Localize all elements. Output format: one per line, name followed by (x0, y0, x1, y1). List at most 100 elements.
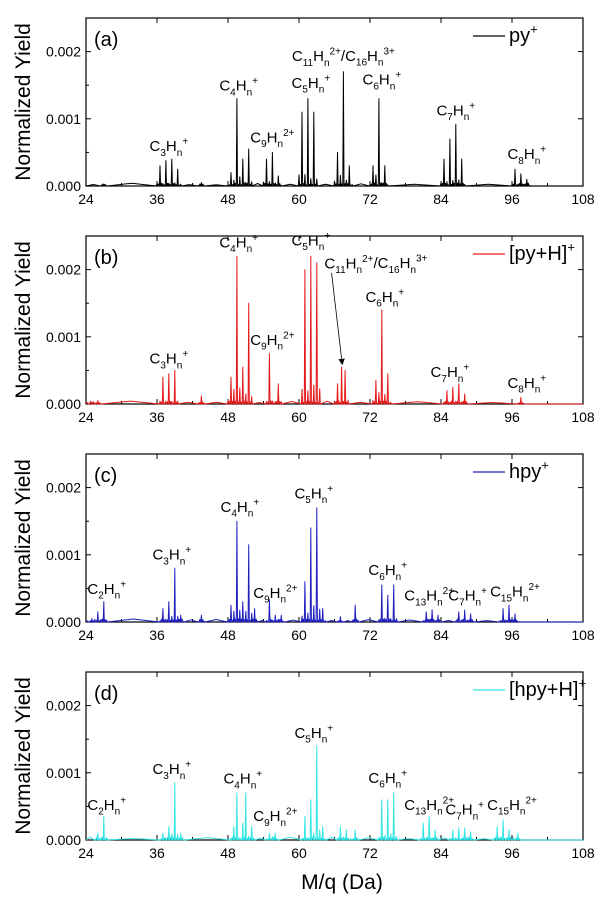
x-tick-label: 72 (362, 845, 378, 861)
peak-annotation: C6Hn+ (365, 287, 404, 309)
legend-label: [hpy+H]+ (509, 676, 586, 701)
peak-annotation: C5Hn+ (292, 231, 331, 253)
peak-annotation: C7Hn+ (431, 363, 470, 385)
spectrum-trace (85, 507, 583, 623)
peak-annotation: C4Hn+ (219, 76, 258, 98)
y-tick-label: 0.002 (46, 698, 81, 714)
y-tick-label: 0.000 (46, 178, 81, 194)
x-axis-title: M/q (Da) (301, 871, 383, 894)
spectrum-trace (85, 255, 583, 405)
spectrum-panel: 24 36 48 60 72 84 96 108 0.000 0.001 0.002 Normaliz… (12, 671, 595, 861)
x-tick-label: 24 (78, 191, 94, 207)
peak-annotation: C3Hn+ (152, 545, 191, 567)
x-tick-label: 108 (571, 409, 595, 425)
peak-annotation: C3Hn+ (150, 349, 189, 371)
x-tick-label: 48 (220, 409, 236, 425)
peak-annotation: C9Hn2+ (250, 330, 294, 352)
x-tick-label: 72 (362, 627, 378, 643)
peak-annotation: C11Hn2+/C16Hn3+ (292, 46, 395, 68)
x-tick-label: 60 (291, 627, 307, 643)
legend-label: [py+H]+ (509, 240, 575, 265)
spectrum-panel: 24 36 48 60 72 84 96 108 0.000 0.001 0.002 Normaliz… (12, 17, 595, 207)
peak-annotation: C6Hn+ (368, 768, 407, 790)
x-tick-label: 36 (149, 845, 165, 861)
x-tick-label: 72 (362, 191, 378, 207)
x-tick-label: 48 (220, 627, 236, 643)
peak-annotation: C7Hn+ (448, 586, 487, 608)
panel-label: (a) (94, 29, 118, 51)
x-tick-label: 60 (291, 845, 307, 861)
y-tick-label: 0.001 (46, 765, 81, 781)
peak-annotation: C6Hn+ (363, 70, 402, 92)
x-tick-label: 96 (504, 409, 520, 425)
x-tick-label: 108 (571, 845, 595, 861)
annotation-arrow (331, 272, 345, 366)
y-tick-label: 0.001 (46, 329, 81, 345)
peak-annotation: C8Hn+ (507, 373, 546, 395)
peak-annotation: C4Hn+ (219, 233, 258, 255)
y-axis-title: Normalized Yield (12, 241, 35, 399)
y-axis-title: Normalized Yield (12, 677, 35, 835)
peak-annotation: C13Hn2+ (404, 795, 454, 817)
y-tick-label: 0.001 (46, 547, 81, 563)
y-tick-label: 0.002 (46, 44, 81, 60)
x-tick-label: 48 (220, 845, 236, 861)
peak-annotation: C11Hn2+/C16Hn3+ (324, 254, 427, 276)
panel-label: (c) (94, 465, 117, 487)
peak-annotation: C7Hn+ (445, 800, 484, 822)
spectrum-panel: 24 36 48 60 72 84 96 108 0.000 0.001 0.002 Normaliz… (12, 231, 595, 425)
x-tick-label: 108 (571, 191, 595, 207)
peak-annotation: C3Hn+ (150, 137, 189, 159)
legend-label: hpy+ (509, 458, 549, 483)
y-tick-label: 0.002 (46, 480, 81, 496)
peak-annotation: C15Hn2+ (487, 795, 537, 817)
peak-annotation: C4Hn+ (223, 769, 262, 791)
x-tick-label: 60 (291, 409, 307, 425)
legend-label: py+ (509, 22, 538, 47)
peak-annotation: C5Hn+ (294, 723, 333, 745)
panel-label: (b) (94, 247, 118, 269)
x-tick-label: 84 (433, 845, 449, 861)
peak-annotation: C2Hn+ (87, 579, 126, 601)
peak-annotation: C9Hn2+ (253, 807, 297, 829)
x-tick-label: 84 (433, 409, 449, 425)
x-tick-label: 96 (504, 191, 520, 207)
peak-annotation: C5Hn+ (294, 484, 333, 506)
x-tick-label: 36 (149, 409, 165, 425)
spectrum-panel: 24 36 48 60 72 84 96 108 0.000 0.001 0.002 Normaliz… (12, 453, 595, 643)
x-tick-label: 24 (78, 845, 94, 861)
peak-annotation: C4Hn+ (221, 497, 260, 519)
spectrum-trace (85, 745, 583, 841)
y-axis-title: Normalized Yield (12, 459, 35, 617)
x-tick-label: 96 (504, 627, 520, 643)
peak-annotation: C13Hn2+ (404, 586, 454, 608)
peak-annotation: C6Hn+ (368, 561, 407, 583)
peak-annotation: C8Hn+ (507, 145, 546, 167)
x-tick-label: 72 (362, 409, 378, 425)
y-tick-label: 0.001 (46, 111, 81, 127)
y-axis-title: Normalized Yield (12, 23, 35, 181)
y-tick-label: 0.000 (46, 614, 81, 630)
x-tick-label: 36 (149, 627, 165, 643)
peak-annotation: C5Hn+ (292, 73, 331, 95)
x-tick-label: 24 (78, 409, 94, 425)
x-tick-label: 60 (291, 191, 307, 207)
peak-annotation: C9Hn2+ (250, 128, 294, 150)
y-tick-label: 0.000 (46, 832, 81, 848)
x-tick-label: 84 (433, 627, 449, 643)
peak-annotation: C7Hn+ (436, 101, 475, 123)
x-tick-label: 108 (571, 627, 595, 643)
x-tick-label: 24 (78, 627, 94, 643)
x-tick-label: 96 (504, 845, 520, 861)
spectrum-trace (85, 71, 583, 187)
y-tick-label: 0.002 (46, 262, 81, 278)
x-tick-label: 36 (149, 191, 165, 207)
peak-annotation: C3Hn+ (152, 760, 191, 782)
peak-annotation: C15Hn2+ (490, 582, 540, 604)
panel-label: (d) (94, 683, 118, 705)
peak-annotation: C9Hn2+ (253, 583, 297, 605)
y-tick-label: 0.000 (46, 396, 81, 412)
x-tick-label: 84 (433, 191, 449, 207)
x-tick-label: 48 (220, 191, 236, 207)
